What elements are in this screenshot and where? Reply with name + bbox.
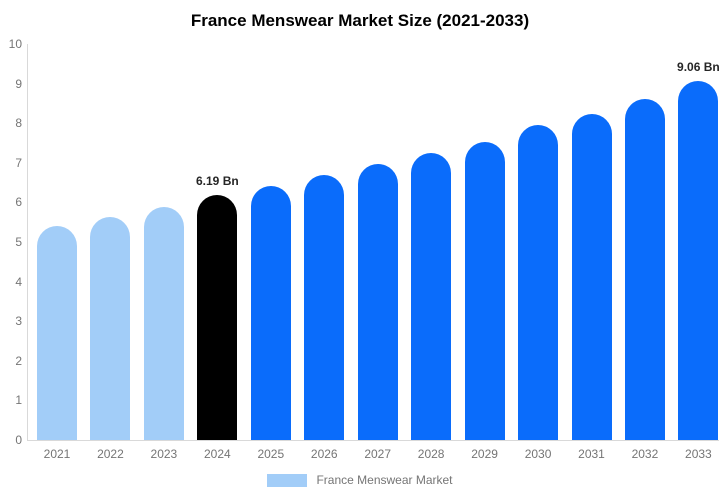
y-axis-tick-label: 3: [15, 314, 22, 329]
bar-2028: [411, 152, 452, 440]
bar-2025: [250, 185, 291, 440]
x-axis-tick-label: 2028: [417, 447, 445, 461]
x-axis-tick-label: 2030: [524, 447, 552, 461]
bar-2030: [518, 125, 559, 440]
bar-2026: [304, 175, 345, 440]
y-axis-tick-label: 0: [15, 433, 22, 447]
bar-2027: [357, 163, 398, 440]
legend: France Menswear Market: [0, 473, 720, 487]
x-axis-tick-label: 2026: [310, 447, 338, 461]
value-label-2033: 9.06 Bn: [677, 60, 720, 75]
bar-2022: [90, 217, 131, 440]
y-axis-tick-label: 8: [15, 116, 22, 131]
x-axis-tick-label: 2033: [685, 447, 712, 461]
y-axis-tick-label: 2: [15, 353, 22, 368]
bar-2024: [197, 194, 238, 440]
x-axis-tick-label: 2021: [43, 447, 71, 461]
y-axis-tick-label: 9: [15, 76, 22, 91]
bar-2033: [678, 81, 719, 440]
x-axis-tick-label: 2024: [203, 447, 231, 461]
y-axis-tick-label: 4: [15, 274, 22, 289]
x-axis-tick-label: 2023: [150, 447, 178, 461]
bar-2032: [624, 99, 665, 440]
y-axis-tick-label: 10: [8, 37, 22, 51]
chart-title: France Menswear Market Size (2021-2033): [190, 11, 530, 30]
x-axis-tick-label: 2031: [578, 447, 605, 461]
plot-area: [27, 44, 719, 441]
y-axis-tick-label: 7: [15, 155, 22, 170]
bar-2031: [571, 114, 612, 440]
y-axis-tick-label: 1: [15, 393, 22, 408]
x-axis-tick-label: 2025: [257, 447, 285, 461]
bar-2021: [37, 226, 77, 440]
x-axis-tick-label: 2022: [97, 447, 124, 461]
y-axis-tick-label: 5: [15, 235, 22, 249]
bar-2029: [464, 141, 505, 440]
legend-swatch-icon: [267, 473, 308, 487]
x-axis-tick-label: 2027: [364, 447, 392, 461]
x-axis-tick-label: 2032: [631, 447, 659, 461]
bar-2023: [143, 207, 184, 440]
value-label-2024: 6.19 Bn: [196, 173, 239, 188]
y-axis-tick-label: 6: [15, 195, 22, 210]
x-axis-tick-label: 2029: [471, 447, 498, 461]
legend-label: France Menswear Market: [316, 473, 453, 487]
